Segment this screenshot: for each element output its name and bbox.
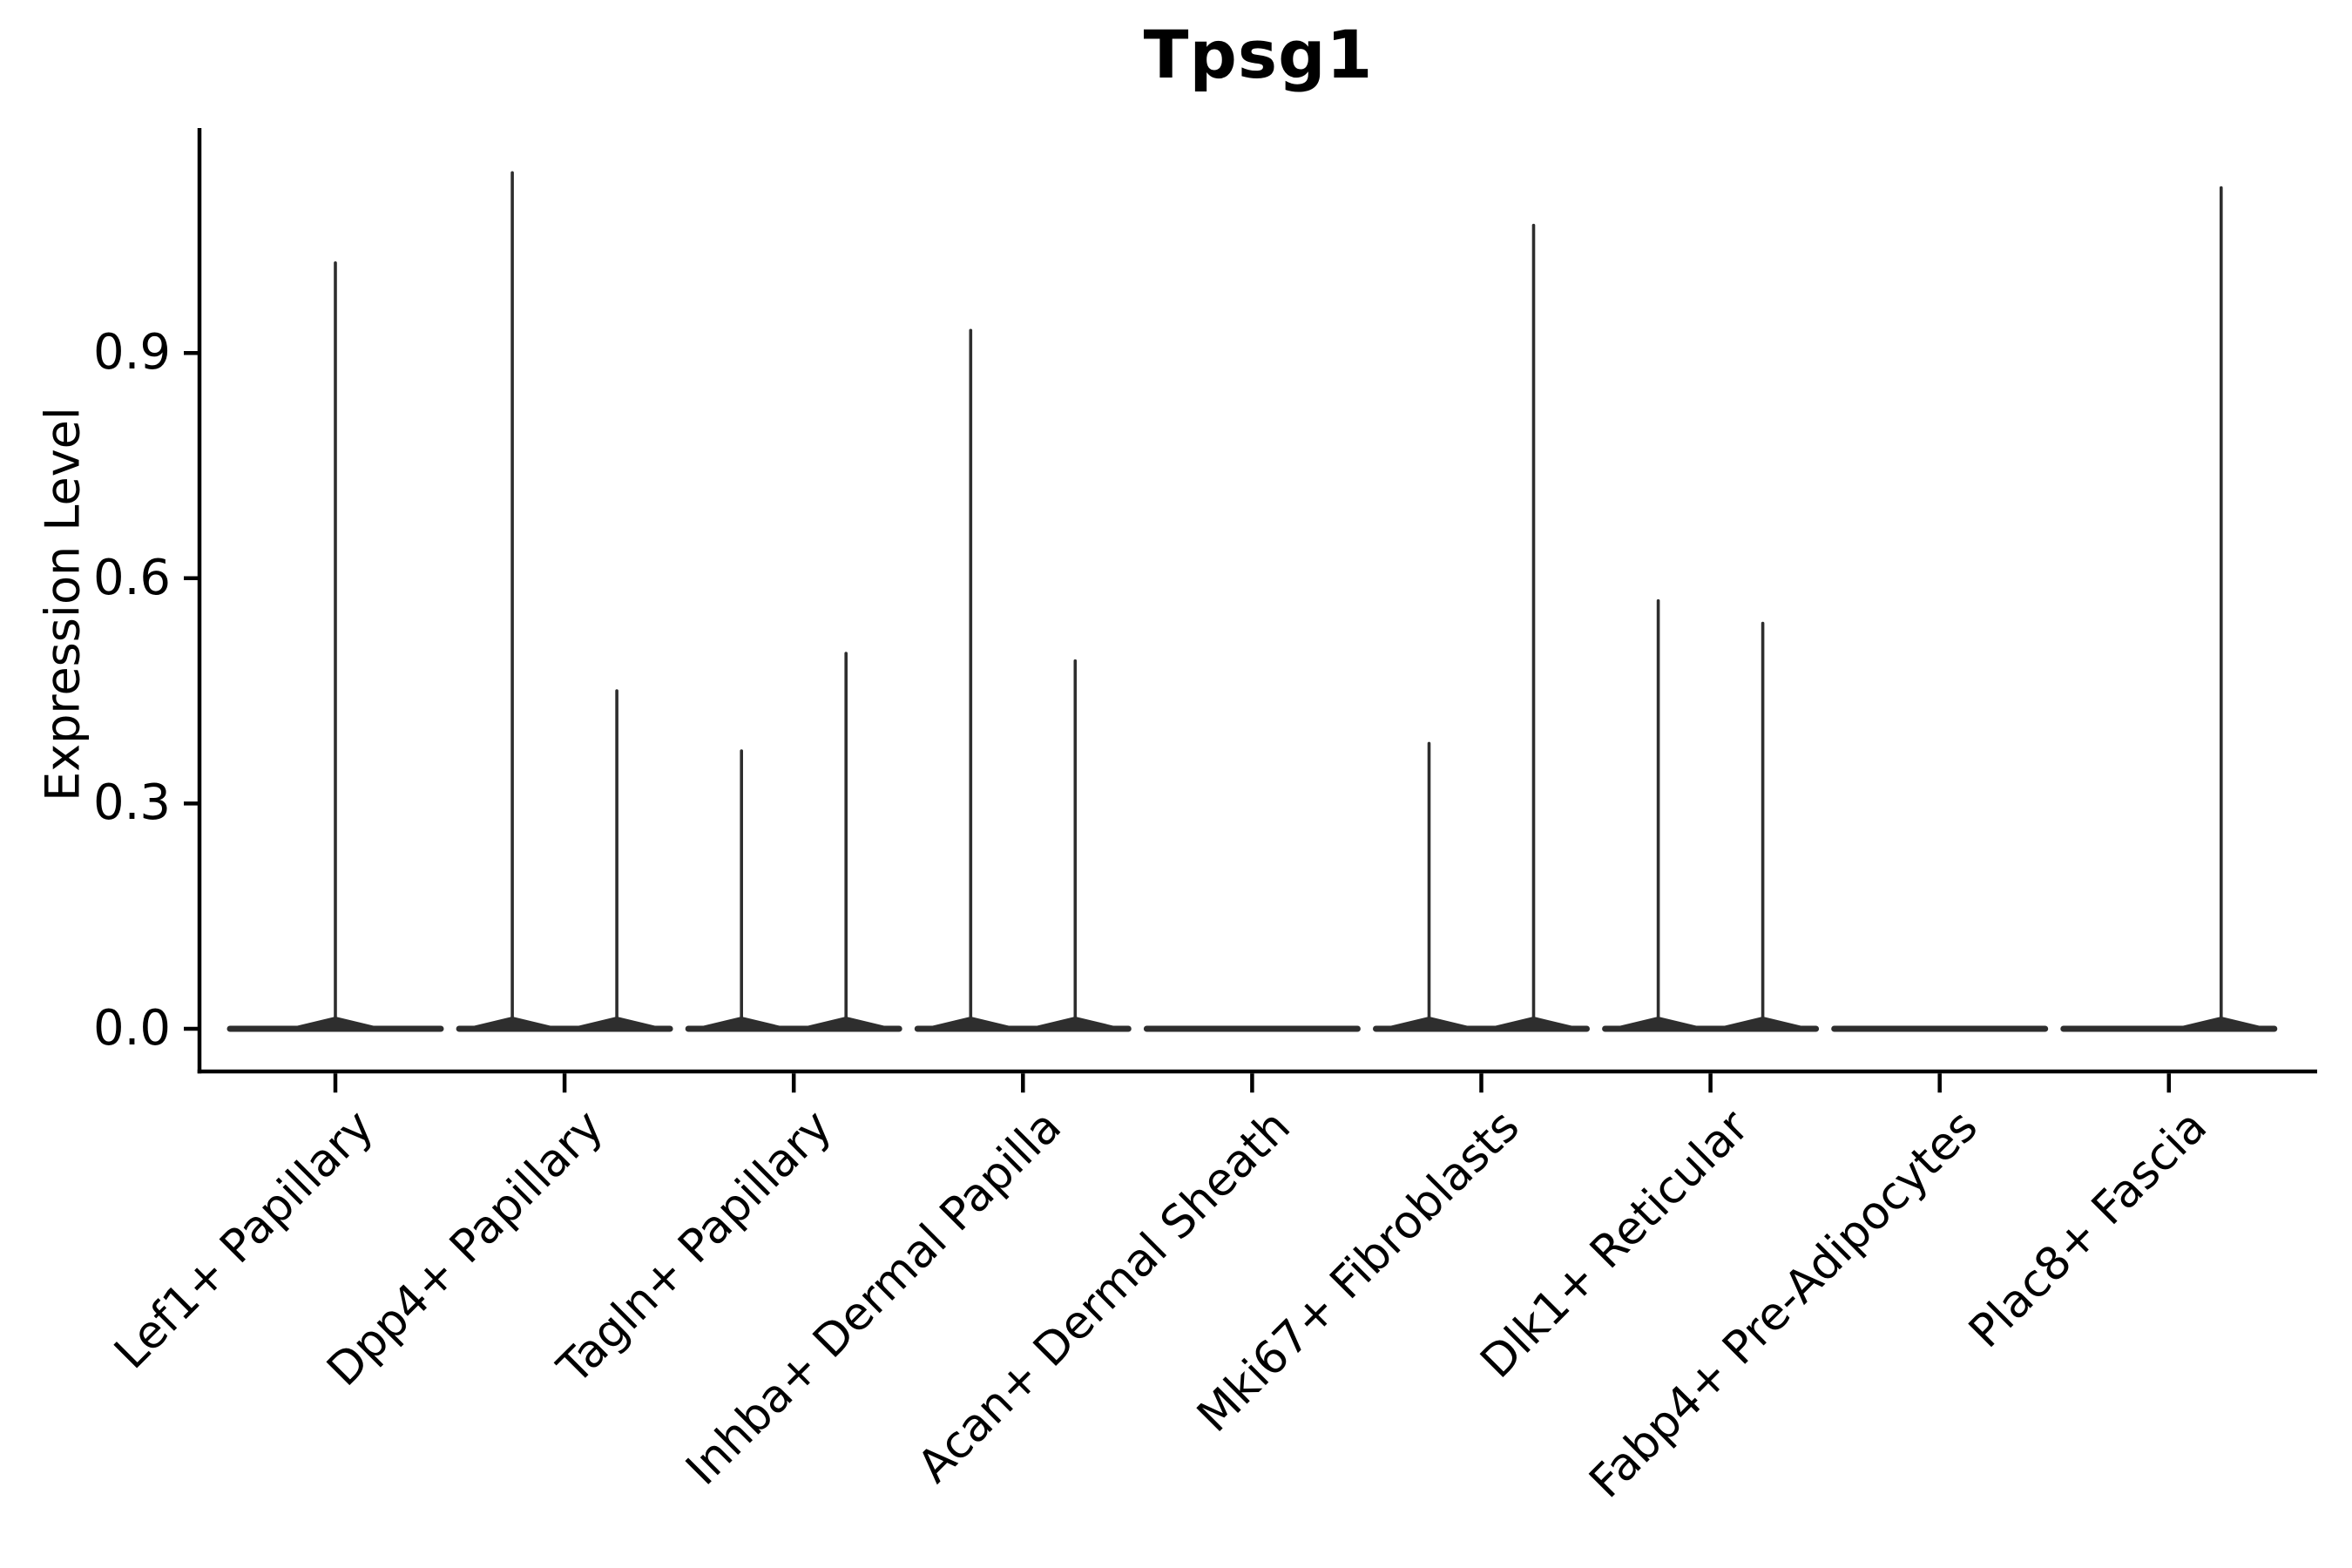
y-tick-label: 0.9 bbox=[92, 324, 171, 382]
y-tick-label: 0.6 bbox=[92, 549, 171, 606]
chart-title: Tpsg1 bbox=[1143, 16, 1374, 93]
y-tick-label: 0.0 bbox=[92, 1000, 171, 1057]
y-tick-label: 0.3 bbox=[92, 774, 171, 832]
